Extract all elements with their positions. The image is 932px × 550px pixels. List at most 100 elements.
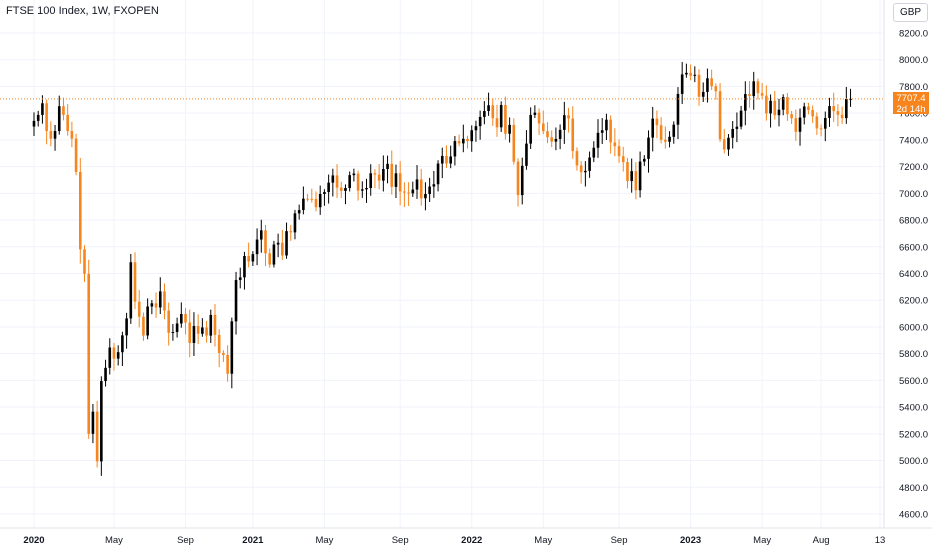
candle[interactable] (436, 160, 440, 192)
candle[interactable] (554, 127, 558, 151)
candle[interactable] (415, 165, 419, 199)
candle[interactable] (815, 112, 819, 136)
candle[interactable] (356, 170, 360, 201)
candle[interactable] (491, 98, 495, 126)
candle[interactable] (234, 271, 238, 335)
candle[interactable] (664, 126, 667, 149)
candle[interactable] (398, 161, 402, 206)
candle[interactable] (327, 174, 330, 204)
candle[interactable] (567, 107, 570, 133)
candle[interactable] (520, 157, 524, 205)
candle[interactable] (302, 186, 305, 215)
candle[interactable] (104, 359, 107, 387)
candle[interactable] (112, 343, 116, 371)
candle[interactable] (584, 161, 587, 187)
candle[interactable] (802, 102, 806, 125)
candle[interactable] (504, 96, 507, 140)
candle[interactable] (365, 178, 368, 203)
candle[interactable] (550, 130, 554, 148)
candle[interactable] (676, 87, 680, 140)
candle[interactable] (449, 145, 452, 169)
candle[interactable] (478, 110, 482, 140)
candle[interactable] (272, 240, 276, 268)
candle[interactable] (62, 97, 65, 121)
candle[interactable] (727, 134, 730, 156)
candle[interactable] (251, 251, 255, 267)
candle[interactable] (571, 106, 575, 159)
candle[interactable] (638, 151, 642, 198)
candle[interactable] (445, 145, 448, 169)
candle[interactable] (100, 376, 103, 476)
candle[interactable] (184, 308, 187, 335)
candle[interactable] (91, 403, 95, 444)
candle[interactable] (466, 135, 469, 149)
candle[interactable] (592, 141, 596, 163)
candle[interactable] (306, 194, 309, 202)
candle[interactable] (710, 69, 713, 90)
candle[interactable] (192, 312, 196, 356)
candle[interactable] (697, 69, 701, 106)
candle[interactable] (419, 168, 423, 206)
candle[interactable] (769, 94, 772, 128)
candle[interactable] (247, 242, 250, 268)
candle[interactable] (150, 300, 154, 315)
candle[interactable] (36, 110, 40, 127)
candle[interactable] (731, 121, 734, 149)
candle[interactable] (546, 122, 549, 144)
candle[interactable] (167, 302, 170, 346)
candle[interactable] (407, 182, 410, 206)
candle[interactable] (432, 170, 436, 198)
candle[interactable] (428, 177, 431, 203)
candle[interactable] (158, 277, 162, 315)
candle[interactable] (617, 139, 621, 163)
candle[interactable] (735, 112, 739, 143)
currency-button[interactable]: GBP (893, 3, 928, 22)
candle[interactable] (575, 147, 579, 171)
candle[interactable] (765, 85, 768, 121)
candle[interactable] (823, 111, 827, 142)
candle[interactable] (188, 309, 192, 358)
candle[interactable] (630, 158, 633, 193)
candle[interactable] (621, 146, 625, 172)
candle[interactable] (339, 181, 343, 198)
candle[interactable] (512, 118, 516, 165)
candle[interactable] (238, 267, 242, 289)
candle[interactable] (57, 95, 61, 135)
candle[interactable] (642, 155, 646, 166)
candle[interactable] (116, 345, 120, 366)
price-axis[interactable]: 8200.0 8000.0 7800.0 7600.0 7400.0 7200.0 7000… (899, 29, 928, 521)
candle[interactable] (289, 225, 293, 241)
candle[interactable] (348, 171, 351, 192)
candle[interactable] (213, 303, 217, 347)
candle[interactable] (794, 109, 798, 141)
candle[interactable] (790, 110, 793, 125)
candle[interactable] (605, 113, 608, 140)
candle[interactable] (537, 108, 541, 135)
candle[interactable] (457, 134, 461, 147)
candle[interactable] (836, 104, 840, 127)
candle[interactable] (45, 99, 48, 145)
candle[interactable] (563, 101, 566, 144)
candle[interactable] (752, 71, 756, 110)
candle[interactable] (201, 318, 204, 337)
candle[interactable] (53, 124, 57, 151)
candle[interactable] (175, 317, 179, 338)
candle[interactable] (293, 209, 297, 240)
candle[interactable] (647, 130, 650, 173)
candle[interactable] (373, 169, 377, 189)
candle[interactable] (318, 185, 322, 215)
candle[interactable] (487, 92, 490, 116)
candle[interactable] (108, 338, 112, 375)
candle[interactable] (773, 90, 777, 120)
candle[interactable] (74, 133, 78, 176)
candle[interactable] (125, 312, 128, 349)
candle[interactable] (672, 121, 676, 144)
candle[interactable] (403, 182, 406, 208)
candle[interactable] (360, 181, 364, 198)
candle[interactable] (180, 302, 183, 328)
candle[interactable] (668, 131, 671, 148)
candle[interactable] (495, 104, 499, 137)
candle[interactable] (744, 81, 747, 126)
candle[interactable] (276, 233, 280, 258)
candle[interactable] (222, 350, 225, 363)
